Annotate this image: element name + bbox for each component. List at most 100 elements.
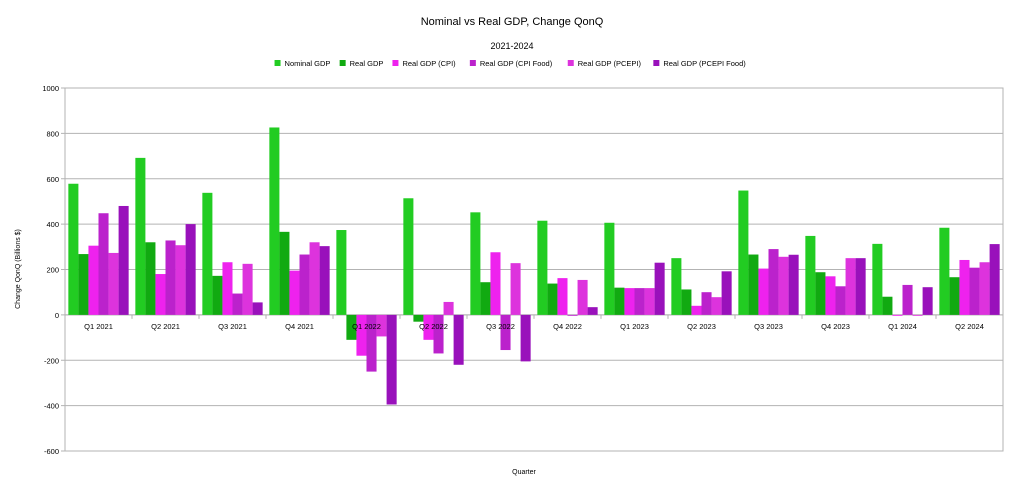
bar	[671, 258, 682, 315]
bar	[748, 254, 759, 315]
chart-title: Nominal vs Real GDP, Change QonQ	[421, 16, 604, 28]
bar	[453, 314, 464, 365]
legend-label: Real GDP (CPI Food)	[480, 59, 553, 68]
bar	[654, 262, 665, 315]
bar	[88, 245, 99, 315]
legend-swatch	[469, 60, 476, 66]
bar	[232, 293, 243, 315]
bar	[500, 314, 511, 351]
bar	[872, 243, 883, 315]
bar	[242, 263, 253, 315]
bar	[510, 263, 521, 315]
x-tick-label: Q1 2023	[620, 322, 649, 331]
legend-swatch	[392, 60, 399, 66]
y-tick-labels: -600 -400 -200 0 200 400 600 800 1000	[42, 84, 59, 456]
bar	[681, 289, 692, 315]
bar	[577, 279, 588, 315]
bar	[118, 205, 129, 315]
bar	[614, 287, 625, 315]
y-tick-label: 200	[46, 266, 59, 275]
bar	[644, 288, 655, 315]
bar	[711, 297, 722, 315]
bar	[738, 190, 749, 315]
chart-subtitle: 2021-2024	[490, 41, 533, 51]
bar	[202, 192, 213, 315]
bar	[222, 262, 233, 315]
legend: Nominal GDP Real GDP Real GDP (CPI) Real GD…	[274, 59, 746, 68]
y-tick-label: -400	[44, 402, 59, 411]
bar	[567, 314, 578, 316]
bar	[490, 252, 501, 315]
bar	[78, 254, 89, 315]
bar	[423, 314, 434, 340]
bar	[346, 314, 357, 340]
y-tick-label: -200	[44, 356, 59, 365]
bar	[788, 254, 799, 315]
bar	[902, 284, 913, 315]
bar	[520, 314, 531, 362]
bar	[701, 292, 712, 315]
y-axis-label: Change QonQ (Billions $)	[15, 229, 22, 309]
bar	[691, 305, 702, 315]
bar	[634, 288, 645, 315]
bar	[922, 287, 933, 315]
bar	[604, 222, 615, 315]
bar	[319, 246, 330, 315]
legend-label: Nominal GDP	[285, 59, 331, 68]
bar	[470, 212, 481, 315]
bar	[185, 224, 196, 315]
y-tick-label: 800	[46, 129, 59, 138]
bar	[366, 314, 377, 372]
x-axis-label: Quarter	[512, 469, 536, 476]
bar	[175, 245, 186, 315]
bar	[547, 283, 558, 315]
bar	[108, 252, 119, 315]
bar	[356, 314, 367, 356]
bars	[68, 127, 1000, 405]
legend-label: Real GDP (CPI)	[402, 59, 456, 68]
y-tick-label: 400	[46, 220, 59, 229]
y-tick-label: 0	[55, 311, 59, 320]
bar	[480, 282, 491, 315]
y-tick-label: 1000	[42, 84, 59, 93]
bar	[403, 198, 414, 315]
bar	[835, 286, 846, 315]
bar	[939, 227, 950, 315]
bar	[309, 242, 320, 315]
x-tick-label: Q1 2021	[84, 322, 113, 331]
bar	[912, 314, 923, 316]
bar	[989, 244, 1000, 315]
legend-label: Real GDP (PCEPI)	[578, 59, 642, 68]
legend-swatch	[339, 60, 346, 66]
x-tick-label: Q3 2022	[486, 322, 515, 331]
legend-swatch	[567, 60, 574, 66]
bar	[165, 240, 176, 315]
bar	[557, 278, 568, 315]
bar	[212, 275, 223, 315]
bar	[805, 235, 816, 315]
bar	[537, 220, 548, 315]
x-tick-label: Q3 2021	[218, 322, 247, 331]
x-tick-label: Q1 2022	[352, 322, 381, 331]
bar	[825, 276, 836, 315]
bar	[145, 242, 156, 315]
bar	[68, 183, 79, 315]
y-tick-label: 600	[46, 175, 59, 184]
bar	[969, 267, 980, 315]
bar	[845, 258, 856, 315]
bar	[443, 301, 454, 315]
bar	[721, 271, 732, 315]
bar	[882, 296, 893, 315]
legend-label: Real GDP	[350, 59, 384, 68]
x-tick-label: Q3 2023	[754, 322, 783, 331]
bar	[376, 314, 387, 337]
bar	[299, 254, 310, 315]
bar	[979, 262, 990, 315]
bar	[252, 302, 263, 315]
bar	[98, 213, 109, 315]
x-tick-label: Q4 2021	[285, 322, 314, 331]
legend-swatch	[274, 60, 281, 66]
bar	[336, 230, 347, 315]
bar	[815, 272, 826, 315]
